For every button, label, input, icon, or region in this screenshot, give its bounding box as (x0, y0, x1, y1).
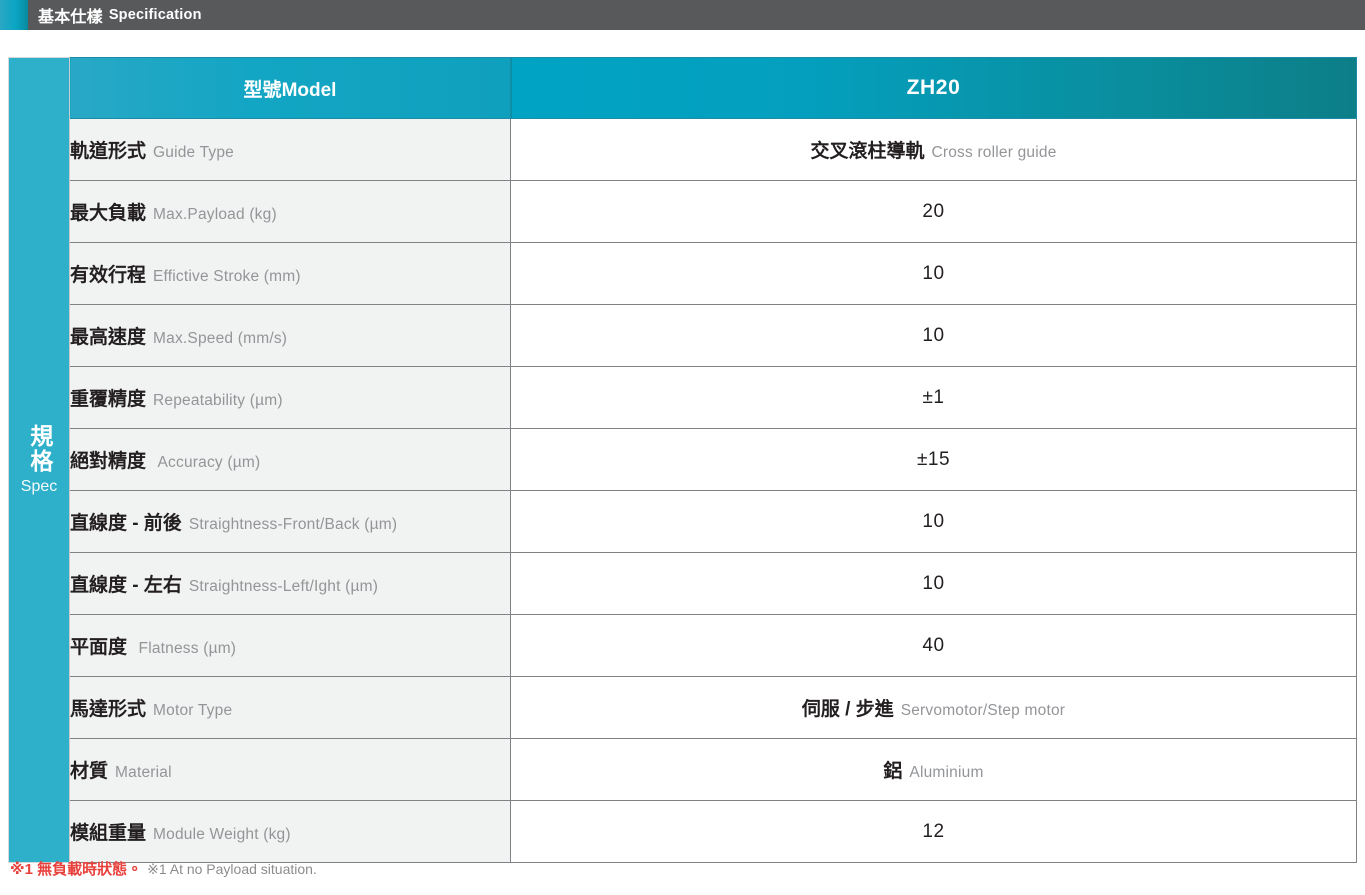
spec-label-en: Straightness-Front/Back (µm) (188, 516, 398, 533)
table-row: 軌道形式 Guide Type 交叉滾柱導軌 Cross roller guide (9, 118, 1357, 181)
spec-side-column: 規格 Spec (8, 57, 70, 863)
spec-side-label-en: Spec (20, 478, 58, 496)
section-title-bar: 基本仕樣 Specification (0, 0, 1365, 30)
header-model-en: Model (281, 79, 337, 101)
spec-label-cell: 有效行程 Effictive Stroke (mm) (69, 242, 511, 305)
spec-value-primary: 40 (922, 634, 945, 656)
spec-label-zh: 直線度 - 左右 (70, 575, 182, 596)
spec-label-en: Repeatability (µm) (153, 392, 283, 409)
spec-label-zh: 絕對精度 (70, 451, 147, 472)
spec-value-cell: ±15 (510, 428, 1357, 491)
spec-value-cell: 10 (510, 242, 1357, 305)
spec-value-cell: 鋁 Aluminium (510, 738, 1357, 801)
spec-value-primary: 交叉滾柱導軌 (810, 141, 925, 162)
spec-value-primary: 伺服 / 步進 (801, 699, 894, 720)
spec-value-cell: ±1 (510, 366, 1357, 429)
table-row: 平面度 Flatness (µm) 40 (9, 614, 1357, 677)
table-row: 模組重量 Module Weight (kg) 12 (9, 800, 1357, 863)
spec-label-en: Module Weight (kg) (153, 826, 291, 843)
table-row: 直線度 - 前後 Straightness-Front/Back (µm) 10 (9, 490, 1357, 553)
spec-value-primary: 10 (922, 324, 945, 346)
spec-label-cell: 最高速度 Max.Speed (mm/s) (69, 304, 511, 367)
spec-label-zh: 重覆精度 (70, 389, 147, 410)
spec-label-cell: 軌道形式 Guide Type (69, 118, 511, 181)
spec-label-zh: 平面度 (70, 637, 128, 658)
spec-label-cell: 馬達形式 Motor Type (69, 676, 511, 739)
spec-label-en: Max.Speed (mm/s) (153, 330, 288, 347)
spec-value-primary: 12 (922, 820, 945, 842)
spec-value-primary: 10 (922, 262, 945, 284)
spec-label-cell: 平面度 Flatness (µm) (69, 614, 511, 677)
spec-value-primary: 10 (922, 510, 945, 532)
spec-value-primary: ±15 (916, 448, 951, 470)
footnote: ※1 無負載時狀態。 ※1 At no Payload situation. (10, 858, 317, 879)
spec-label-en: Straightness-Left/Ight (µm) (188, 578, 379, 595)
table-row: 最大負載 Max.Payload (kg) 20 (9, 180, 1357, 243)
section-title-en: Specification (108, 7, 202, 23)
spec-label-zh: 最大負載 (70, 203, 147, 224)
spec-value-cell: 20 (510, 180, 1357, 243)
spec-value-en: Servomotor/Step motor (900, 702, 1066, 719)
spec-label-zh: 馬達形式 (70, 699, 147, 720)
spec-value-cell: 10 (510, 490, 1357, 553)
table-row: 絕對精度 Accuracy (µm) ±15 (9, 428, 1357, 491)
table-header-row: 規格 Spec 型號Model ZH20 (8, 57, 1357, 863)
spec-label-zh: 有效行程 (70, 265, 147, 286)
table-row: 直線度 - 左右 Straightness-Left/Ight (µm) 10 (9, 552, 1357, 615)
spec-label-en: Max.Payload (kg) (153, 206, 277, 223)
spec-label-cell: 最大負載 Max.Payload (kg) (69, 180, 511, 243)
spec-label-en: Effictive Stroke (mm) (153, 268, 301, 285)
spec-label-zh: 軌道形式 (70, 141, 147, 162)
spec-value-cell: 交叉滾柱導軌 Cross roller guide (510, 118, 1357, 181)
table-row: 有效行程 Effictive Stroke (mm) 10 (9, 242, 1357, 305)
footnote-en: ※1 At no Payload situation. (147, 861, 317, 877)
spec-side-inner: 規格 Spec (9, 424, 69, 496)
section-accent-block (0, 0, 28, 30)
specification-table-body: 規格 Spec 型號Model ZH20 軌道形式 Guide Type 交叉滾柱導… (8, 57, 1357, 863)
spec-label-cell: 絕對精度 Accuracy (µm) (69, 428, 511, 491)
spec-label-zh: 模組重量 (70, 823, 147, 844)
table-row: 馬達形式 Motor Type 伺服 / 步進 Servomotor/Step mot… (9, 676, 1357, 739)
header-model-zh: 型號 (243, 79, 282, 101)
spec-value-primary: ±1 (922, 386, 945, 408)
spec-label-cell: 材質 Material (69, 738, 511, 801)
header-model-value: ZH20 (906, 76, 961, 99)
spec-label-zh: 材質 (70, 761, 109, 782)
spec-value-cell: 40 (510, 614, 1357, 677)
spec-value-en: Aluminium (909, 764, 984, 781)
header-cell-zh20: ZH20 (510, 57, 1357, 119)
spec-label-zh: 最高速度 (70, 327, 147, 348)
spec-label-en: Material (115, 764, 172, 781)
spec-label-cell: 模組重量 Module Weight (kg) (69, 800, 511, 863)
spec-value-primary: 20 (922, 200, 945, 222)
spec-label-zh: 直線度 - 前後 (70, 513, 182, 534)
spec-label-cell: 直線度 - 左右 Straightness-Left/Ight (µm) (69, 552, 511, 615)
spec-label-en: Guide Type (153, 144, 235, 161)
spec-label-cell: 重覆精度 Repeatability (µm) (69, 366, 511, 429)
section-bar-spacer (28, 0, 38, 30)
table-row: 最高速度 Max.Speed (mm/s) 10 (9, 304, 1357, 367)
spec-side-label-zh: 規格 (26, 424, 53, 475)
spec-value-primary: 鋁 (883, 761, 903, 782)
header-cell-model: 型號Model (69, 57, 511, 119)
spec-label-en: Motor Type (153, 702, 233, 719)
section-title-zh: 基本仕樣 (38, 9, 103, 26)
spec-label-en: Flatness (µm) (134, 640, 237, 657)
section-title: 基本仕樣 Specification (38, 0, 202, 30)
spec-label-cell: 直線度 - 前後 Straightness-Front/Back (µm) (69, 490, 511, 553)
spec-label-en: Accuracy (µm) (153, 454, 261, 471)
spec-value-cell: 伺服 / 步進 Servomotor/Step motor (510, 676, 1357, 739)
spec-value-en: Cross roller guide (931, 144, 1057, 161)
spec-value-cell: 10 (510, 552, 1357, 615)
spec-value-cell: 12 (510, 800, 1357, 863)
table-row: 重覆精度 Repeatability (µm) ±1 (9, 366, 1357, 429)
spec-value-cell: 10 (510, 304, 1357, 367)
spec-value-primary: 10 (922, 572, 945, 594)
specification-table-container: 規格 Spec 型號Model ZH20 軌道形式 Guide Type 交叉滾柱導… (8, 57, 1357, 863)
specification-table: 規格 Spec 型號Model ZH20 軌道形式 Guide Type 交叉滾柱導… (8, 57, 1357, 863)
footnote-zh: ※1 無負載時狀態。 (10, 861, 143, 878)
table-row: 材質 Material 鋁 Aluminium (9, 738, 1357, 801)
